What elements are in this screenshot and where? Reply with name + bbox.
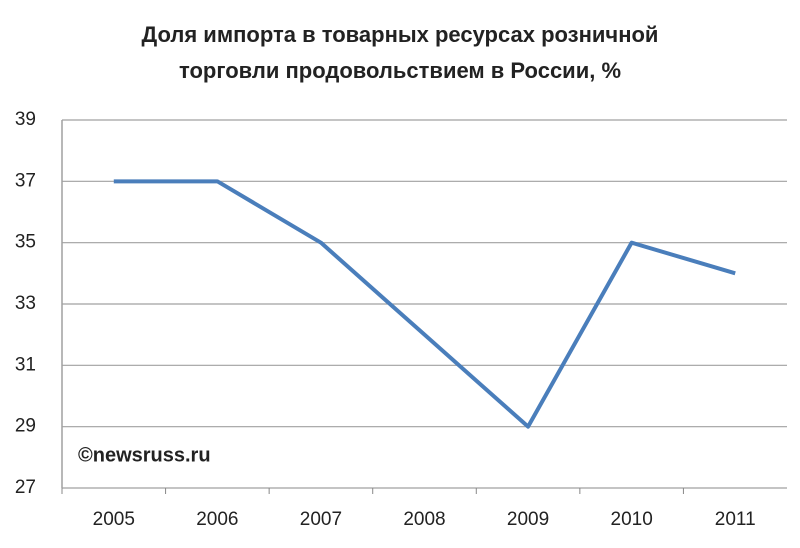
line-series — [113, 179, 736, 429]
x-tick-label: 2005 — [93, 509, 135, 530]
y-tick-label: 39 — [15, 109, 36, 130]
x-tick-label: 2010 — [611, 509, 653, 530]
y-tick-label: 29 — [15, 416, 36, 437]
chart-title: Доля импорта в товарных ресурсах розничн… — [142, 22, 659, 47]
x-tick-label: 2008 — [403, 509, 445, 530]
chart-title: торговли продовольствием в России, % — [179, 58, 621, 83]
x-tick-label: 2007 — [300, 509, 342, 530]
x-tick-label: 2006 — [196, 509, 238, 530]
x-tick-label: 2009 — [507, 509, 549, 530]
x-tick-label: 2011 — [715, 509, 756, 530]
y-tick-label: 37 — [15, 170, 36, 191]
y-tick-label: 33 — [15, 293, 36, 314]
y-tick-label: 35 — [15, 232, 36, 253]
y-tick-label: 31 — [15, 354, 36, 375]
annotation: ©newsruss.ru — [78, 444, 211, 466]
y-tick-label: 27 — [15, 477, 36, 498]
